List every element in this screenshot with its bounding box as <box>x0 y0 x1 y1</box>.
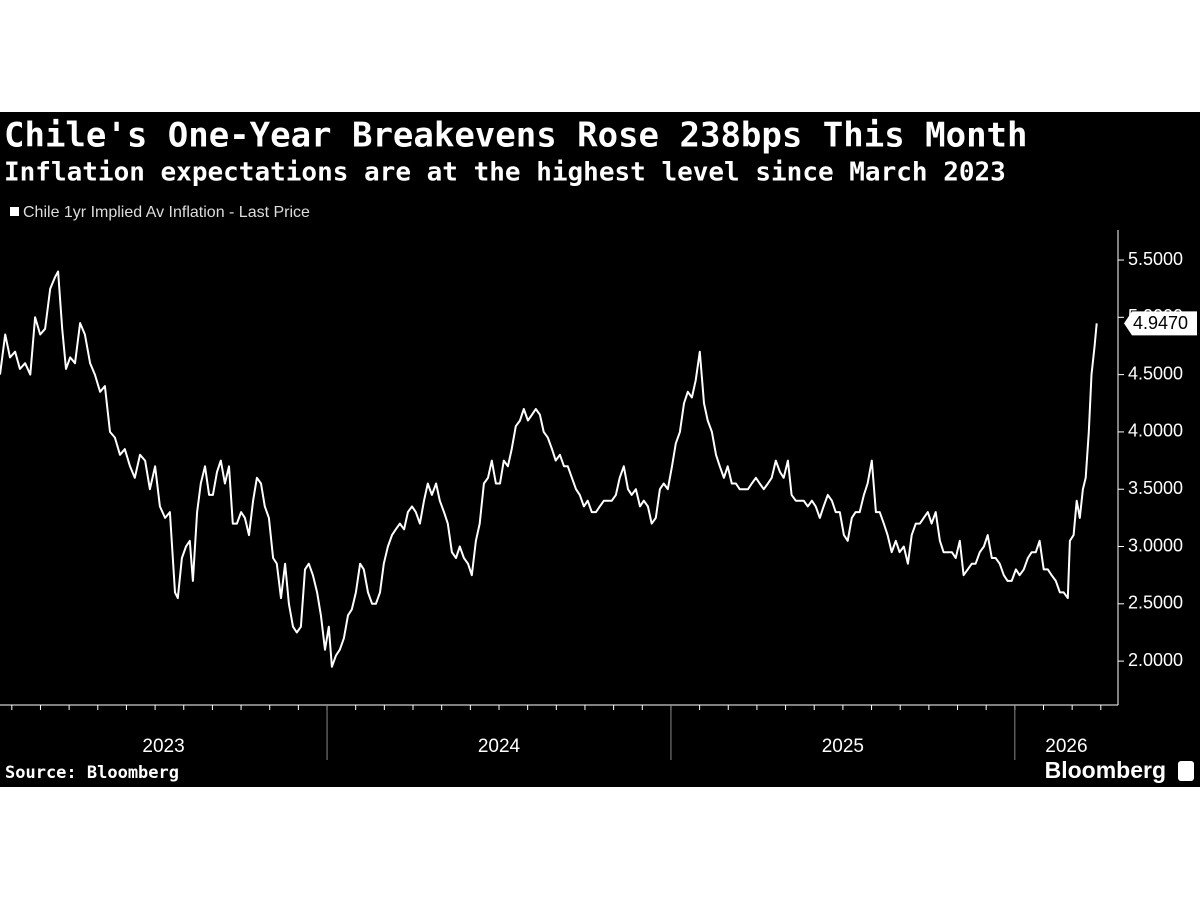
line <box>0 270 1098 668</box>
y-tick-label: 4.0000 <box>1128 421 1183 441</box>
y-tick-label: 3.5000 <box>1128 478 1183 498</box>
last-price-tag <box>1124 311 1197 336</box>
x-tick-label: 2026 <box>1045 736 1087 757</box>
chart-subtitle: Inflation expectations are at the highes… <box>4 158 1006 188</box>
legend-label: Chile 1yr Implied Av Inflation - Last Pr… <box>23 204 310 221</box>
x-tick-label: 2024 <box>478 736 521 757</box>
chart-title: Chile's One-Year Breakevens Rose 238bps … <box>4 116 1028 156</box>
y-tick-label: 4.5000 <box>1128 363 1183 383</box>
y-tick-label: 3.0000 <box>1128 535 1183 555</box>
x-tick-label: 2025 <box>822 736 864 757</box>
y-tick-label: 2.0000 <box>1128 650 1183 670</box>
y-tick-label: 2.5000 <box>1128 593 1183 613</box>
x-tick-label: 2023 <box>142 736 184 757</box>
source: Source: Bloomberg <box>5 763 179 783</box>
y-tick-label: 5.5000 <box>1128 249 1183 269</box>
last-price-label: 4.9470 <box>1133 313 1188 333</box>
logo: Bloomberg <box>1045 757 1166 783</box>
logo-icon <box>1178 761 1194 781</box>
panel <box>0 112 1200 787</box>
legend-swatch <box>10 207 19 216</box>
